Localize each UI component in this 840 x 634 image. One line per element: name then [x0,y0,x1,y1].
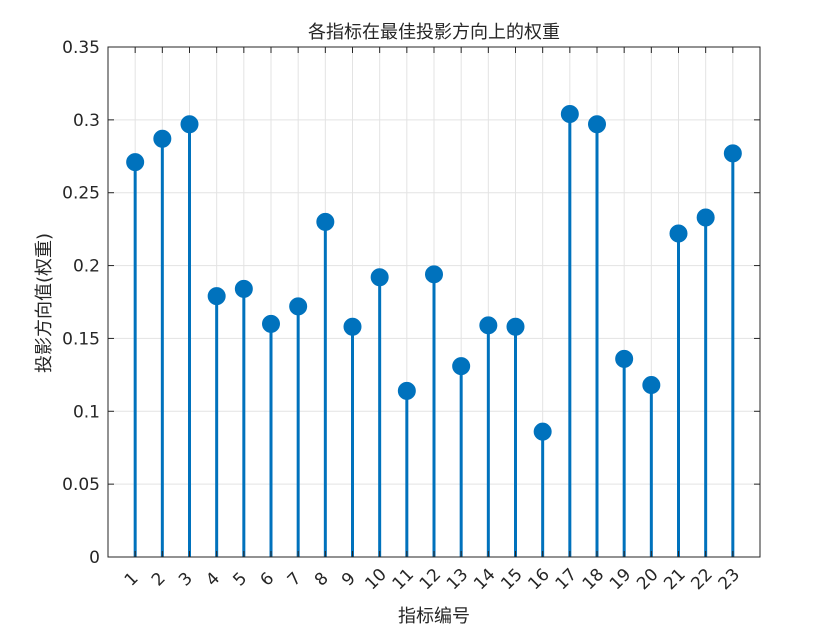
x-tick-label: 2 [148,569,170,591]
stem-marker [560,105,579,124]
x-tick-label: 1 [121,569,143,591]
x-tick-label: 12 [416,565,445,594]
stem-marker [588,115,606,134]
y-tick-label: 0.15 [62,329,100,349]
x-tick-label: 3 [175,569,197,591]
stem-marker [234,279,253,298]
stem-marker [642,376,661,395]
x-tick-label: 20 [633,565,662,594]
x-tick-label: 13 [443,565,472,594]
chart-title: 各指标在最佳投影方向上的权重 [308,22,560,43]
stem-marker [153,129,172,148]
x-tick-label: 5 [229,569,251,591]
stem-marker [669,224,688,243]
x-tick-label: 4 [202,569,224,591]
y-tick-label: 0.25 [62,184,100,204]
y-tick-label: 0.2 [73,257,100,277]
x-tick-label: 21 [660,565,689,594]
stem-marker [207,287,226,306]
y-tick-label: 0 [89,548,100,568]
x-tick-label: 6 [257,569,279,591]
x-tick-label: 17 [552,565,581,594]
x-tick-label: 9 [338,569,360,591]
stem-marker [615,349,634,368]
y-axis-title: 投影方向值(权重) [34,233,55,373]
x-axis-title: 指标编号 [398,606,470,627]
stem-marker [262,314,280,333]
x-tick-label: 22 [687,565,716,594]
stem-marker [533,422,552,441]
stem-marker [506,317,525,336]
x-tick-label: 11 [389,565,418,594]
stem-marker [479,316,498,335]
y-tick-label: 0.3 [73,111,100,131]
x-tick-label: 14 [470,565,499,594]
stem-marker [397,381,416,400]
x-tick-label: 8 [311,569,333,591]
y-tick-label: 0.05 [62,475,100,495]
y-tick-label: 0.1 [73,402,100,422]
stem-marker [452,357,471,376]
stem-marker [289,297,308,316]
x-tick-label: 23 [715,565,744,594]
x-tick-label: 7 [284,569,306,591]
x-tick-label: 19 [606,565,635,594]
stem-marker [126,153,145,172]
x-tick-label: 15 [497,565,526,594]
stem-marker [723,144,742,163]
x-tick-label: 16 [524,565,553,594]
x-tick-label: 10 [361,565,390,594]
stem-marker [696,208,715,227]
x-tick-label: 18 [579,565,608,594]
stem-marker [343,317,362,336]
tick-labels: 00.050.10.150.20.250.30.351 2 3 4 5 6 7 8 9 10111… [62,38,744,594]
y-tick-label: 0.35 [62,38,100,58]
stem-marker [316,212,335,231]
stem-marker [425,265,443,284]
stem-marker [370,268,389,287]
axes [107,46,761,558]
stem-series [126,105,742,557]
stem-marker [180,115,199,134]
